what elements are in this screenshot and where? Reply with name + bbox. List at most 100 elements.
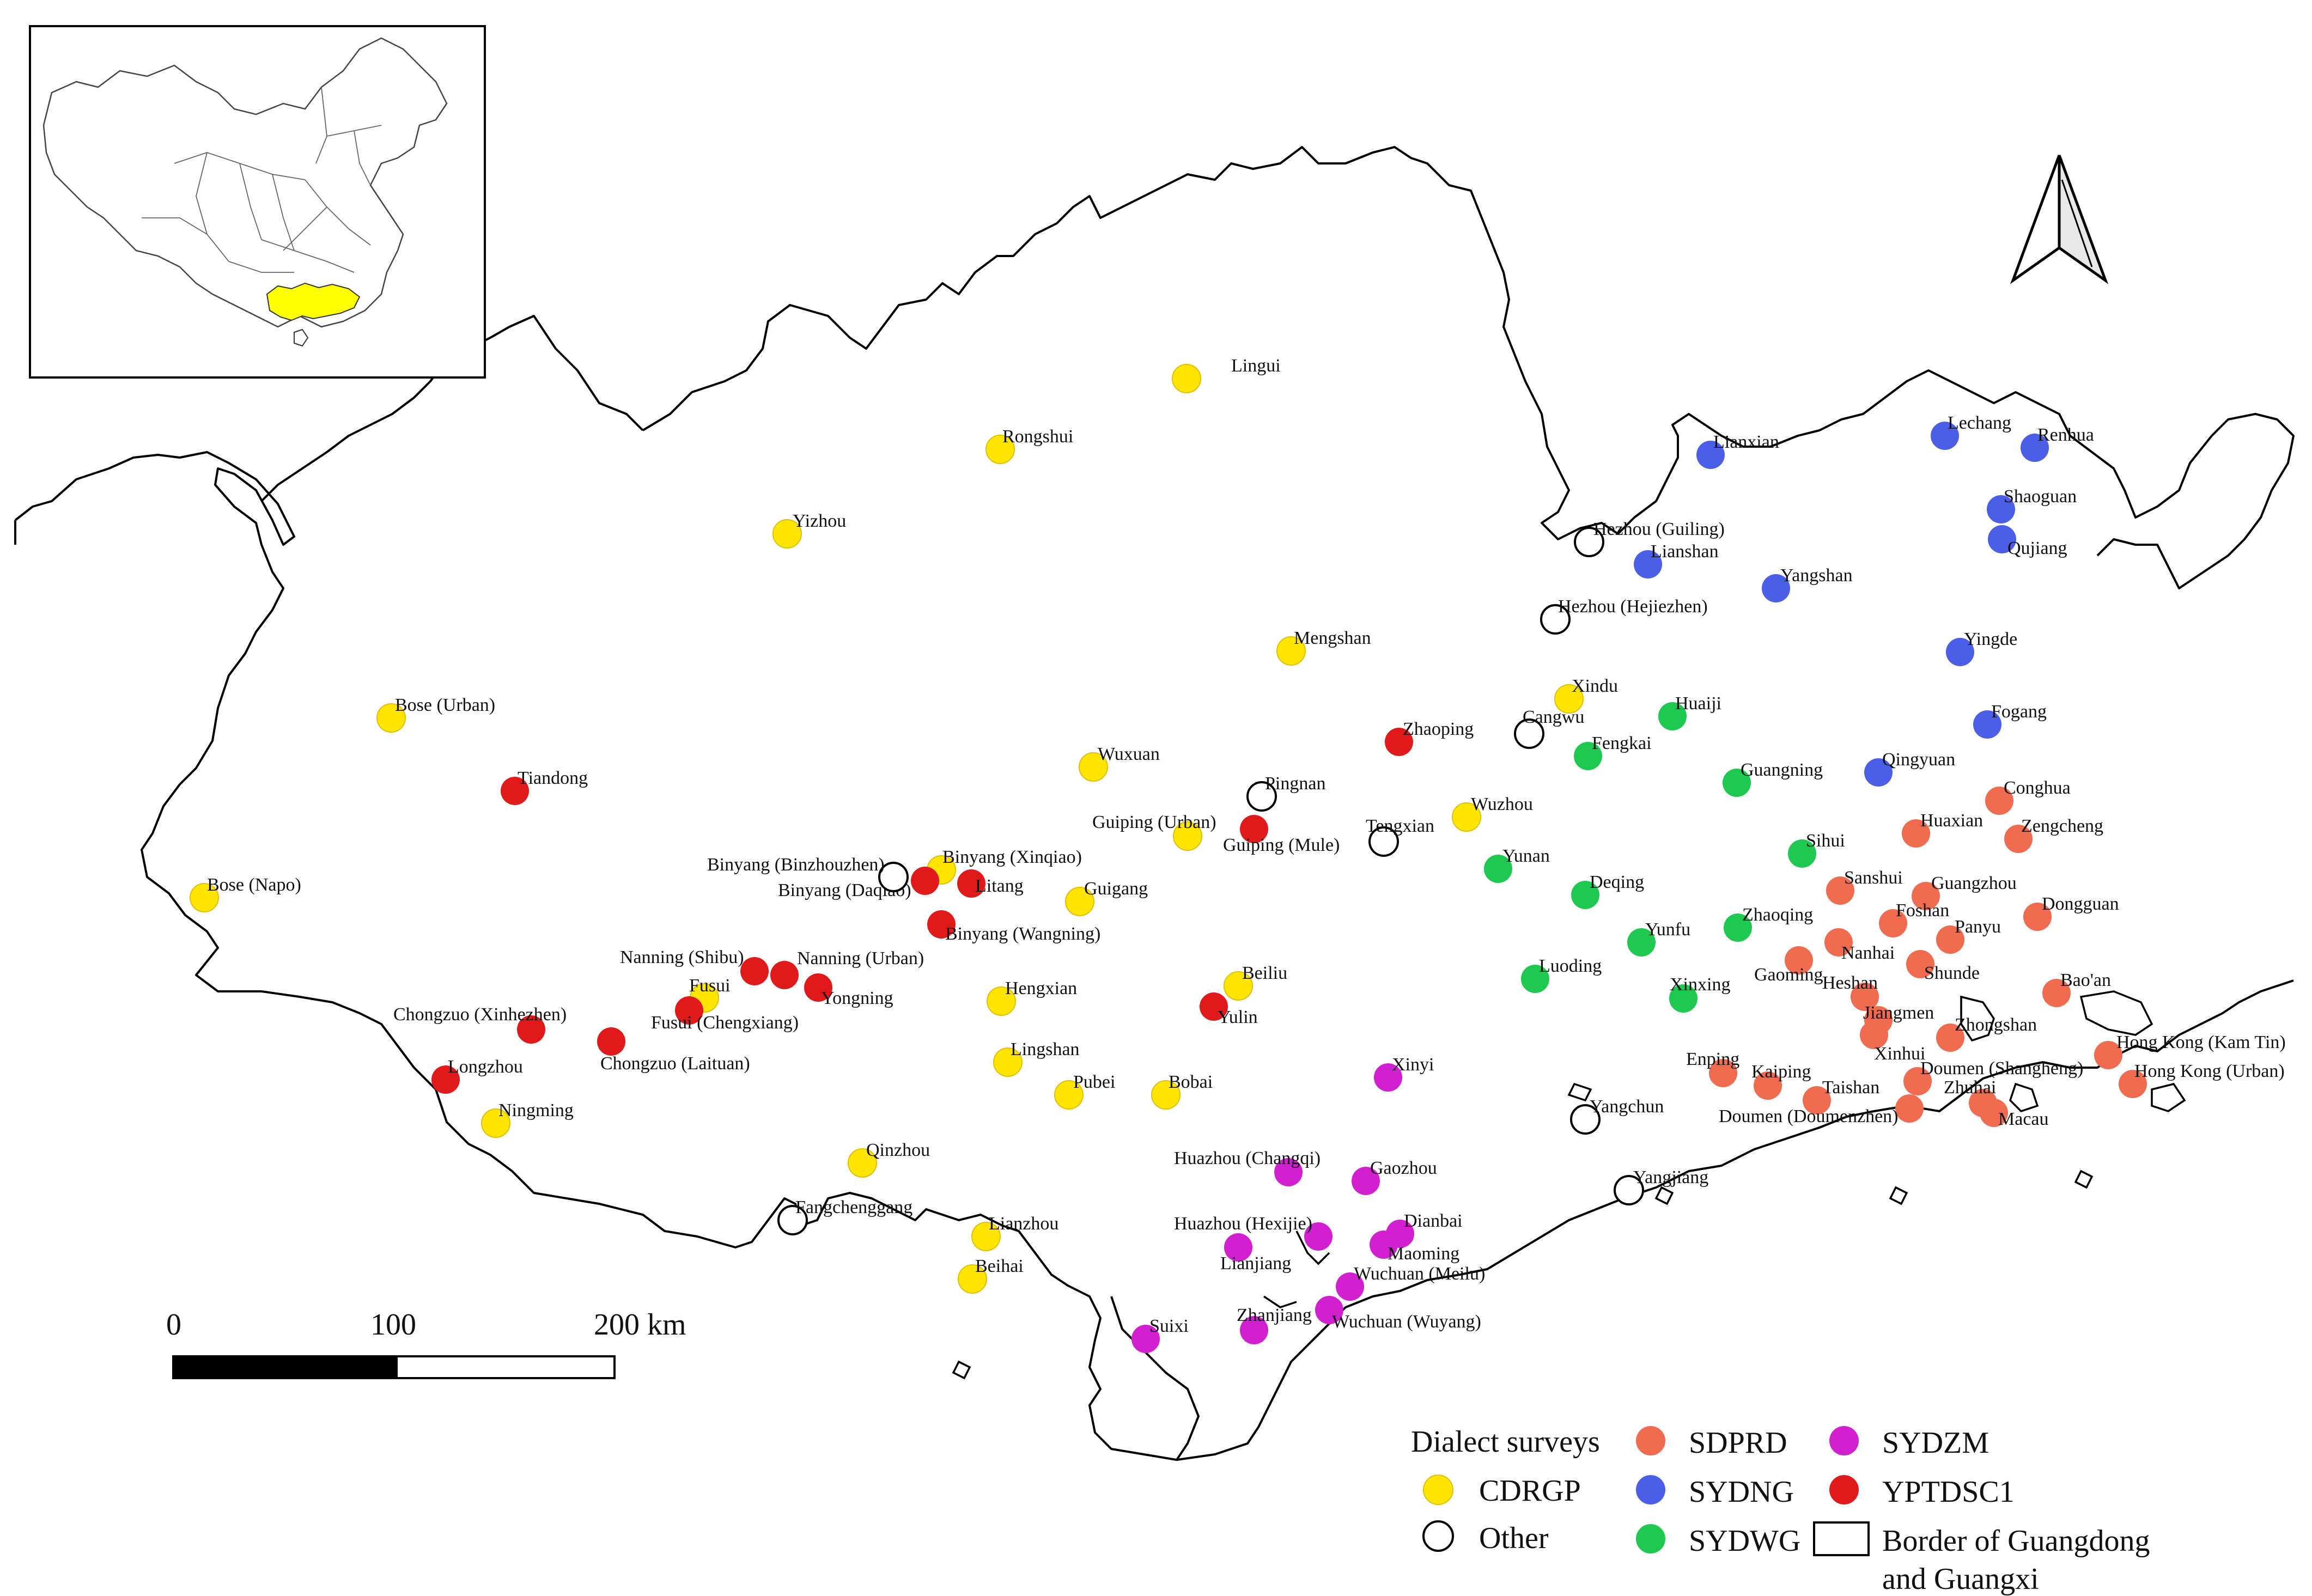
site-label: Hong Kong (Kam Tin) — [2116, 1032, 2286, 1052]
site-suixi: Suixi — [1131, 1316, 1189, 1353]
site-marker — [1985, 787, 2013, 815]
site-yongning: Yongning — [804, 973, 893, 1008]
site-marker — [1276, 636, 1306, 666]
province-border — [14, 146, 2295, 1461]
site-marker — [1788, 839, 1816, 868]
site-marker — [1860, 1021, 1888, 1049]
site-marker — [1570, 1104, 1601, 1135]
site-foshan: Foshan — [1879, 900, 1949, 937]
site-label: Chongzuo (Xinhezhen) — [393, 1004, 567, 1025]
site-label: Gaoming — [1754, 965, 1823, 985]
site-zhaoqing: Zhaoqing — [1724, 905, 1813, 942]
site-label: Gaozhou — [1370, 1158, 1437, 1178]
site-label: Qinzhou — [866, 1140, 930, 1160]
inset-map — [29, 25, 486, 379]
site-yunfu: Yunfu — [1627, 919, 1690, 957]
site-label: Beihai — [975, 1256, 1024, 1276]
site-marker — [971, 1222, 1001, 1251]
site-marker — [1368, 826, 1399, 857]
site-label: Lingshan — [1011, 1039, 1080, 1059]
site-marker — [2094, 1041, 2122, 1069]
site-nanning-shibu: Nanning (Shibu) — [620, 947, 769, 985]
site-marker — [1151, 1080, 1181, 1110]
site-marker — [1987, 495, 2015, 523]
site-wuchuan-meilu: Wuchuan (Meilu) — [1336, 1264, 1485, 1301]
site-taishan: Taishan — [1803, 1077, 1879, 1114]
legend-title: Dialect surveys — [1411, 1425, 1600, 1459]
site-label: Zhaoqing — [1742, 905, 1813, 925]
site-sihui: Sihui — [1788, 831, 1845, 868]
site-marker — [1946, 638, 1974, 666]
site-litang: Litang — [957, 869, 1024, 898]
site-label: Deqing — [1590, 872, 1644, 892]
site-marker — [1554, 684, 1584, 714]
site-marker — [1614, 1175, 1644, 1205]
site-guiping-mule: Guiping (Mule) — [1223, 815, 1340, 855]
site-marker — [1902, 819, 1930, 848]
legend-marker-cdrgp — [1423, 1475, 1453, 1505]
site-yulin: Yulin — [1200, 992, 1258, 1027]
site-doumen-doumenzhen: Doumen (Doumenzhen) — [1719, 1094, 1924, 1126]
site-label: Xinyi — [1392, 1055, 1434, 1075]
site-beiliu: Beiliu — [1224, 963, 1287, 1001]
site-marker — [1514, 718, 1544, 749]
site-label: Guiping (Mule) — [1223, 835, 1340, 855]
site-guigang: Guigang — [1065, 879, 1148, 916]
site-lianshan: Lianshan — [1634, 541, 1719, 578]
site-marker — [2119, 1070, 2147, 1098]
site-chongzuo-laituan: Chongzuo (Laituan) — [597, 1027, 750, 1074]
site-qinzhou: Qinzhou — [848, 1140, 930, 1178]
site-label: Guangning — [1741, 760, 1823, 780]
site-label: Xinxing — [1670, 974, 1730, 995]
site-label: Huazhou (Changqi) — [1174, 1148, 1321, 1168]
site-marker — [1240, 815, 1268, 843]
site-bose-napo: Bose (Napo) — [190, 875, 301, 912]
site-wuzhou: Wuzhou — [1452, 794, 1533, 832]
site-label: Mengshan — [1294, 628, 1371, 648]
site-label: Fusui — [689, 976, 731, 996]
site-marker — [1315, 1296, 1343, 1324]
legend-label-sydng: SYDNG — [1689, 1475, 1794, 1509]
site-label: Fengkai — [1592, 733, 1652, 753]
site-label: Wuchuan (Wuyang) — [1332, 1312, 1481, 1332]
site-marker — [1224, 971, 1253, 1001]
site-label: Binyang (Wangning) — [945, 924, 1100, 944]
site-label: Beiliu — [1242, 963, 1287, 983]
site-marker — [597, 1027, 625, 1056]
site-marker — [1709, 1059, 1737, 1087]
site-label: Bao'an — [2060, 970, 2111, 990]
site-label: Xinhui — [1874, 1044, 1925, 1064]
site-label: Shunde — [1924, 963, 1980, 983]
legend-marker-border — [1813, 1521, 1870, 1556]
site-ningming: Ningming — [481, 1100, 574, 1138]
site-marker — [1912, 882, 1940, 910]
site-label: Zhaoping — [1403, 719, 1474, 739]
scale-label-200: 200 km — [594, 1308, 686, 1342]
legend: Dialect surveys CDRGP Other SDPRD SYDNG … — [1411, 1425, 2150, 1596]
site-marker — [2004, 825, 2033, 853]
site-label: Doumen (Doumenzhen) — [1719, 1106, 1899, 1126]
site-gaoming: Gaoming — [1754, 946, 1823, 985]
north-arrow-icon — [2010, 155, 2109, 284]
site-xinxing: Xinxing — [1669, 974, 1730, 1013]
site-marker — [1240, 1316, 1268, 1344]
site-label: Bose (Urban) — [395, 695, 495, 715]
site-marker — [1980, 1099, 2008, 1127]
site-label: Renhua — [2037, 425, 2094, 445]
site-yangshan: Yangshan — [1762, 565, 1853, 602]
inset-highlight-guangdong-guangxi — [266, 282, 361, 321]
legend-label-other: Other — [1479, 1521, 1549, 1555]
site-hong-kong-urban: Hong Kong (Urban) — [2119, 1061, 2285, 1098]
site-label: Zhongshan — [1955, 1015, 2037, 1035]
site-pingnan: Pingnan — [1246, 773, 1325, 812]
site-label: Yulin — [1218, 1007, 1258, 1027]
site-marker — [1131, 1325, 1160, 1353]
site-marker — [1352, 1167, 1380, 1195]
survey-sites: Lingui Rongshui Yizhou Mengshan Bose (Urban)… — [190, 356, 2286, 1353]
site-label: Lianxian — [1713, 432, 1779, 452]
site-marker — [1200, 992, 1228, 1021]
site-label: Lianzhou — [989, 1214, 1058, 1234]
site-marker — [2042, 979, 2071, 1007]
site-label: Heshan — [1822, 973, 1878, 993]
site-marker — [957, 869, 985, 898]
